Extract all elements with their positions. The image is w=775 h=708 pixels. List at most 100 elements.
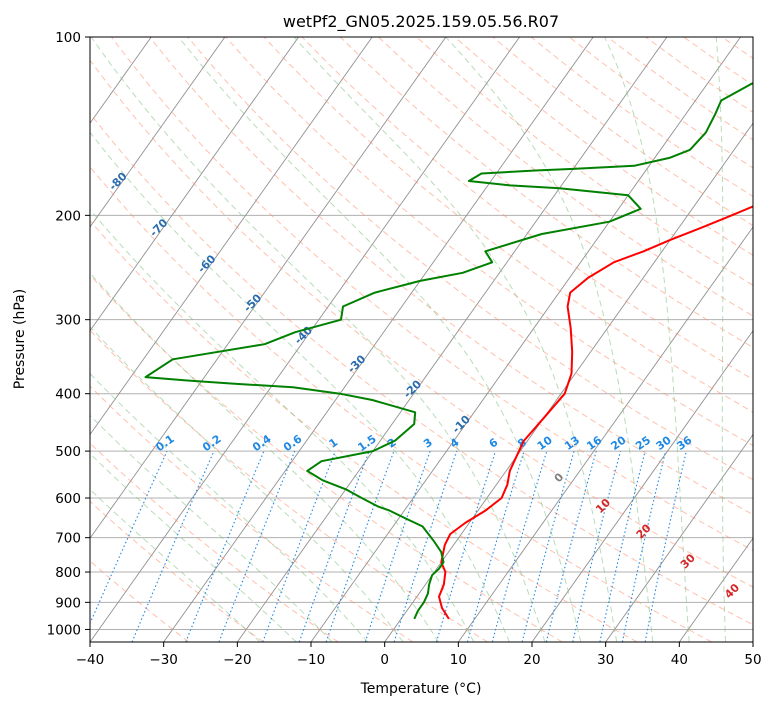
dry-adiabat-line — [90, 274, 563, 642]
y-tick-label: 800 — [55, 565, 81, 581]
mixing-ratio-line — [325, 450, 395, 642]
moist-adiabat-line — [90, 372, 369, 642]
dry-adiabat-line — [760, 37, 775, 642]
dry-adiabat-line — [90, 329, 488, 642]
isotherm-line — [90, 37, 520, 642]
mixing-ratio-label: 6 — [487, 436, 501, 451]
moist-adiabat-label: 40 — [722, 581, 742, 601]
isotherm-line — [531, 329, 753, 642]
dry-adiabat-line — [90, 219, 638, 642]
isotherm-line — [752, 641, 753, 642]
isotherm-label: -80 — [106, 170, 129, 193]
dry-adiabat-line — [90, 59, 753, 588]
mixing-ratio-line — [298, 450, 370, 642]
plot-frame — [89, 36, 754, 643]
moist-adiabat-line — [445, 37, 654, 642]
mixing-ratio-line — [491, 450, 548, 642]
mixing-ratio-label: 25 — [633, 434, 653, 453]
y-tick-label: 600 — [55, 491, 81, 507]
x-tick-label: −40 — [76, 652, 105, 668]
mixing-ratio-line — [131, 450, 215, 642]
y-tick-label: 300 — [55, 313, 81, 329]
y-tick-label: 200 — [55, 208, 81, 224]
y-axis-title: Pressure (hPa) — [12, 289, 28, 389]
moist-adiabat-line — [178, 37, 582, 642]
isotherm-line — [310, 37, 741, 642]
isotherm-line — [236, 37, 668, 642]
mixing-ratio-line — [521, 450, 575, 642]
moist-adiabat-line — [90, 452, 297, 642]
x-tick-label: −30 — [149, 652, 178, 668]
dewpoint-profile-line — [144, 81, 753, 620]
mixing-ratio-label: 20 — [608, 433, 628, 453]
isotherm-label: -100 — [24, 71, 53, 100]
mixing-ratio-label: 16 — [584, 433, 604, 453]
y-tick-label: 700 — [55, 531, 81, 547]
dry-adiabat-line — [530, 37, 753, 198]
isotherm-line — [163, 37, 594, 642]
dry-adiabat-line — [90, 442, 339, 642]
mixing-ratio-line — [218, 450, 296, 642]
mixing-ratio-label: 10 — [535, 433, 555, 453]
moist-adiabat-label: 0 — [552, 470, 567, 485]
dry-adiabat-line — [90, 385, 414, 642]
dry-adiabat-line — [454, 37, 753, 256]
x-axis-title: Temperature (°C) — [360, 681, 482, 697]
moist-adiabat-line — [90, 37, 546, 642]
y-tick-label: 400 — [55, 387, 81, 403]
moist-adiabat-line — [90, 488, 261, 642]
dry-adiabat-line — [90, 500, 264, 642]
x-tick-label: 0 — [380, 652, 389, 668]
chart-title: wetPf2_GN05.2025.159.05.56.R07 — [283, 12, 559, 32]
temperature-profile-line — [438, 205, 753, 620]
mixing-ratio-line — [435, 450, 497, 642]
y-tick-label: 900 — [55, 595, 81, 611]
moist-adiabat-line — [715, 37, 727, 642]
profiles — [144, 81, 753, 620]
dry-adiabat-line — [683, 37, 753, 86]
isotherm-line — [678, 537, 753, 642]
dry-adiabat-line — [301, 37, 753, 381]
mixing-ratio-line — [621, 450, 667, 642]
mixing-ratio-line — [466, 450, 525, 642]
dry-adiabat-line — [187, 37, 753, 481]
axes: −40 −30 −20 −10 0 10 20 30 40 5010020030040050060… — [47, 30, 762, 668]
x-tick-label: 10 — [450, 652, 467, 668]
isotherm-line — [90, 37, 373, 436]
dry-adiabat-line — [378, 37, 753, 317]
moist-adiabat-line — [293, 37, 618, 642]
isotherm-line — [605, 433, 753, 642]
dry-adiabat-line — [492, 37, 753, 227]
mixing-ratio-line — [599, 450, 646, 642]
dry-adiabat-line — [149, 37, 753, 516]
moist-adiabat-line — [90, 131, 510, 642]
mixing-ratio-line — [364, 450, 431, 642]
moist-adiabat-line — [604, 37, 690, 642]
x-tick-label: 20 — [523, 652, 540, 668]
line-labels: 0.1 0.2 0.4 0.6 1 1.5 2 3 4 6 8 10 13 16 20 25 30 36-100-… — [24, 71, 742, 602]
moist-adiabat-line — [90, 326, 404, 642]
mixing-ratio-label: 3 — [421, 436, 435, 451]
isotherm-line — [384, 122, 753, 642]
mixing-ratio-line — [644, 450, 687, 642]
dry-adiabat-line — [111, 37, 753, 552]
x-tick-label: −20 — [223, 652, 252, 668]
moist-adiabat-label: 20 — [634, 521, 654, 541]
isotherm-label: -90 — [61, 130, 84, 153]
mixing-ratio-line — [545, 450, 597, 642]
dry-adiabat-line — [90, 166, 712, 642]
mixing-ratio-line — [572, 450, 622, 642]
y-tick-label: 1000 — [47, 622, 81, 638]
mixing-ratio-line — [90, 450, 168, 625]
mixing-ratio-label: 4 — [448, 436, 462, 451]
moist-adiabat-line — [90, 272, 439, 642]
isotherm-line — [0, 37, 4, 642]
isotherm-line — [90, 37, 447, 540]
mixing-ratio-line — [393, 450, 458, 642]
mixing-ratio-label: 30 — [654, 433, 674, 453]
moist-adiabat-line — [90, 414, 333, 642]
background-lines — [0, 37, 775, 642]
y-tick-label: 100 — [55, 30, 81, 46]
x-tick-label: 40 — [671, 652, 688, 668]
